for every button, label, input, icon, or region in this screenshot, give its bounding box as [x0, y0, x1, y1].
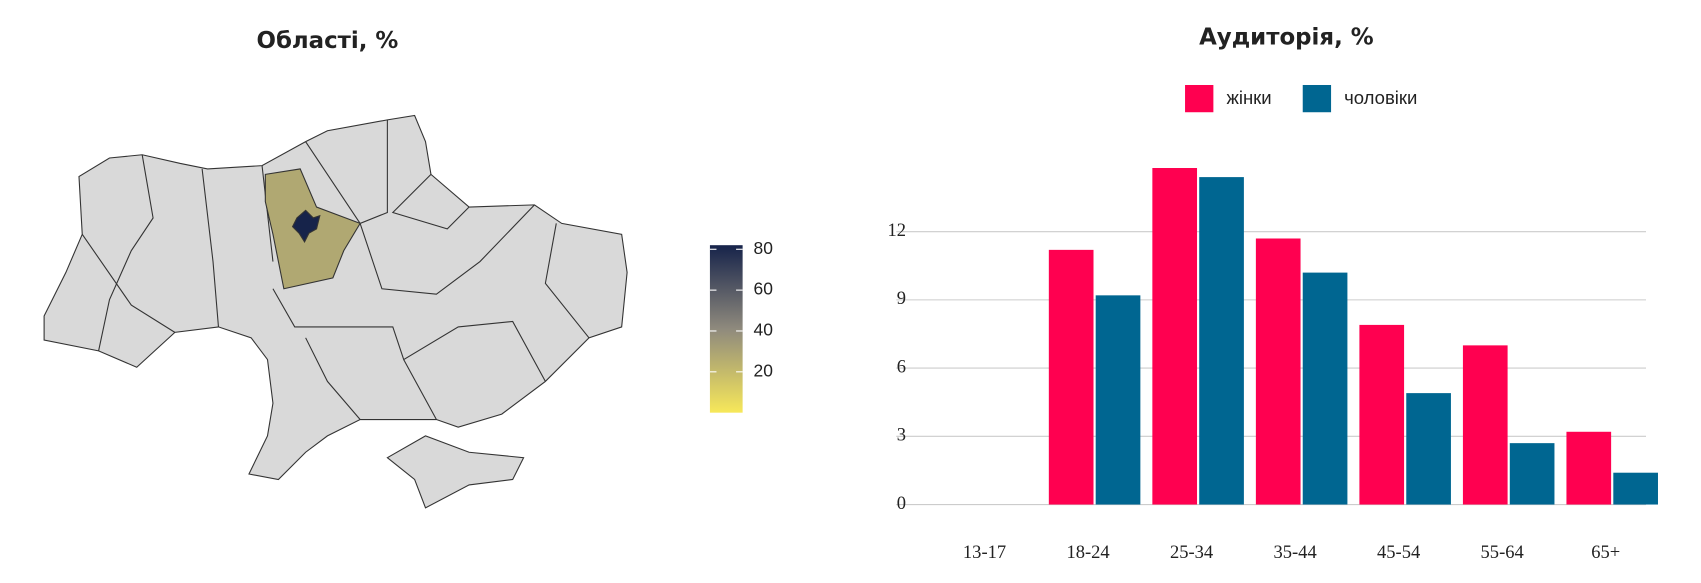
y-tick-label: 0: [897, 493, 906, 514]
colorbar: [709, 245, 743, 413]
bar: [1152, 168, 1198, 505]
colorbar-label: 60: [754, 279, 774, 299]
colorbar-label: 20: [754, 360, 774, 380]
bar: [1199, 177, 1244, 505]
bar: [1048, 249, 1094, 505]
bar: [1613, 472, 1658, 505]
chart-title: Аудиторія, %: [1199, 25, 1374, 51]
bar: [1255, 238, 1301, 505]
region: [291, 209, 321, 244]
bar: [1302, 272, 1348, 505]
x-tick-label: 65+: [1591, 542, 1620, 563]
legend-label: жінки: [1226, 87, 1271, 108]
bar: [1566, 431, 1612, 505]
legend-swatch: [1302, 84, 1332, 113]
colorbar-label: 40: [754, 320, 774, 340]
x-tick-label: 13-17: [963, 542, 1006, 563]
x-tick-label: 55-64: [1481, 542, 1524, 563]
crimea: [386, 435, 525, 509]
legend-label: чоловіки: [1344, 87, 1417, 108]
y-tick-label: 6: [897, 356, 906, 377]
bar: [1359, 324, 1405, 505]
y-tick-label: 3: [897, 425, 906, 446]
x-tick-label: 18-24: [1066, 542, 1109, 563]
mainland: [43, 114, 628, 481]
legend-swatch: [1185, 84, 1214, 113]
bar: [1462, 345, 1508, 505]
x-tick-label: 45-54: [1377, 542, 1420, 563]
bar: [1406, 393, 1451, 505]
colorbar-label: 80: [754, 238, 774, 258]
borders: [81, 119, 590, 420]
y-tick-label: 9: [897, 288, 906, 309]
bar: [1509, 443, 1555, 505]
x-tick-label: 25-34: [1170, 542, 1213, 563]
map-title: Області, %: [257, 28, 399, 54]
map-outline: [43, 114, 628, 509]
bar: [1095, 295, 1141, 505]
x-tick-label: 35-44: [1274, 542, 1317, 563]
y-tick-label: 12: [888, 220, 907, 241]
